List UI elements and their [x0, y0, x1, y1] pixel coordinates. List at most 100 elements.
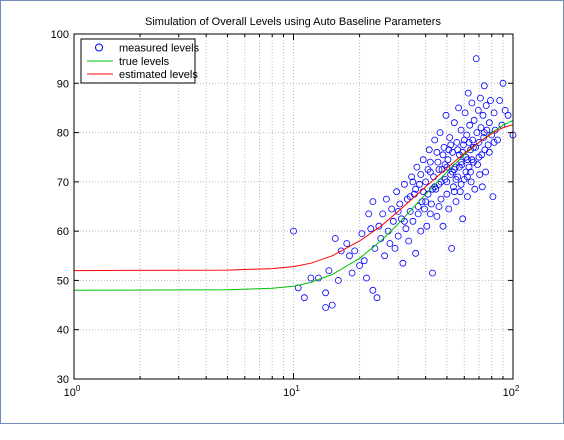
data-point — [480, 129, 488, 137]
data-point — [429, 185, 436, 193]
data-point — [325, 267, 333, 275]
data-point — [461, 109, 469, 117]
y-tick-label: 50 — [57, 275, 69, 287]
data-point — [402, 225, 410, 233]
data-point — [469, 136, 477, 144]
legend-label-true: true levels — [119, 56, 170, 68]
data-point — [331, 235, 339, 242]
data-point — [450, 119, 458, 127]
data-point — [435, 203, 443, 210]
data-point — [400, 217, 408, 225]
data-point — [421, 205, 428, 213]
data-point — [465, 138, 473, 146]
y-tick-label: 30 — [57, 374, 69, 386]
data-point — [478, 183, 486, 191]
data-point — [455, 163, 463, 171]
x-axis-tick-labels: 100 101 102 — [64, 384, 520, 399]
data-point — [394, 207, 402, 215]
data-point — [480, 82, 488, 90]
data-point — [358, 230, 366, 238]
chart: Simulation of Overall Levels using Auto … — [51, 16, 520, 399]
data-point — [482, 102, 490, 109]
data-point — [429, 269, 436, 277]
y-tick-label: 80 — [57, 128, 69, 140]
data-point — [348, 269, 356, 277]
data-point — [322, 304, 330, 311]
data-point — [416, 180, 423, 188]
data-point — [464, 89, 472, 97]
data-point — [417, 171, 425, 178]
data-point — [328, 301, 336, 309]
data-point — [489, 193, 497, 201]
data-point — [467, 168, 474, 176]
data-point — [466, 121, 474, 129]
data-point — [487, 97, 494, 104]
data-point — [455, 104, 463, 112]
data-point — [334, 276, 342, 284]
data-point — [450, 188, 458, 196]
data-point — [444, 156, 452, 164]
data-point — [409, 217, 417, 225]
x-tick-label: 100 — [64, 384, 81, 399]
data-point — [405, 237, 413, 245]
data-point — [419, 156, 427, 164]
data-point — [443, 190, 451, 198]
data-point — [472, 55, 480, 62]
data-point — [413, 163, 421, 171]
data-point — [484, 141, 492, 149]
data-point — [426, 168, 434, 176]
data-point — [463, 173, 471, 181]
y-tick-label: 70 — [57, 177, 69, 189]
data-point — [452, 175, 460, 183]
data-point — [375, 222, 383, 230]
data-point — [501, 107, 509, 114]
chart-title: Simulation of Overall Levels using Auto … — [145, 16, 441, 28]
data-point — [422, 198, 430, 206]
data-point — [290, 227, 297, 235]
data-point — [485, 119, 493, 127]
data-point — [471, 185, 479, 193]
data-point — [460, 141, 467, 149]
data-point — [453, 138, 461, 146]
data-point — [457, 158, 465, 166]
data-point — [396, 200, 404, 208]
data-point — [449, 168, 456, 176]
data-point — [399, 259, 407, 267]
data-point — [463, 193, 471, 201]
data-point — [482, 168, 490, 176]
y-tick-label: 60 — [57, 226, 69, 238]
y-tick-label: 100 — [51, 29, 69, 41]
data-point — [443, 163, 451, 171]
legend: measured levels true levels estimated le… — [80, 38, 200, 84]
grid — [74, 34, 513, 379]
data-point — [337, 247, 345, 255]
data-point — [483, 126, 491, 134]
data-point — [426, 210, 434, 218]
data-point — [307, 274, 315, 282]
data-point — [424, 166, 432, 173]
data-point — [476, 171, 484, 178]
data-point — [452, 198, 460, 206]
legend-label-measured: measured levels — [119, 43, 200, 55]
data-point — [499, 79, 507, 87]
data-point — [465, 163, 473, 171]
data-point — [490, 138, 498, 146]
data-point — [490, 109, 498, 117]
data-point — [406, 207, 414, 215]
data-point — [445, 205, 453, 213]
data-point — [446, 134, 454, 141]
data-point — [477, 124, 485, 131]
data-point — [393, 188, 401, 196]
data-point — [475, 138, 483, 146]
data-point — [322, 289, 330, 297]
data-point — [474, 107, 482, 114]
data-point — [449, 183, 457, 191]
data-point — [496, 97, 504, 104]
data-point — [474, 161, 482, 169]
data-point — [414, 203, 422, 210]
data-point — [386, 240, 394, 247]
data-point — [356, 262, 364, 270]
data-point — [417, 227, 425, 235]
data-point — [373, 294, 381, 302]
y-axis-tick-labels: 30 40 50 60 70 80 90 100 — [51, 29, 69, 386]
